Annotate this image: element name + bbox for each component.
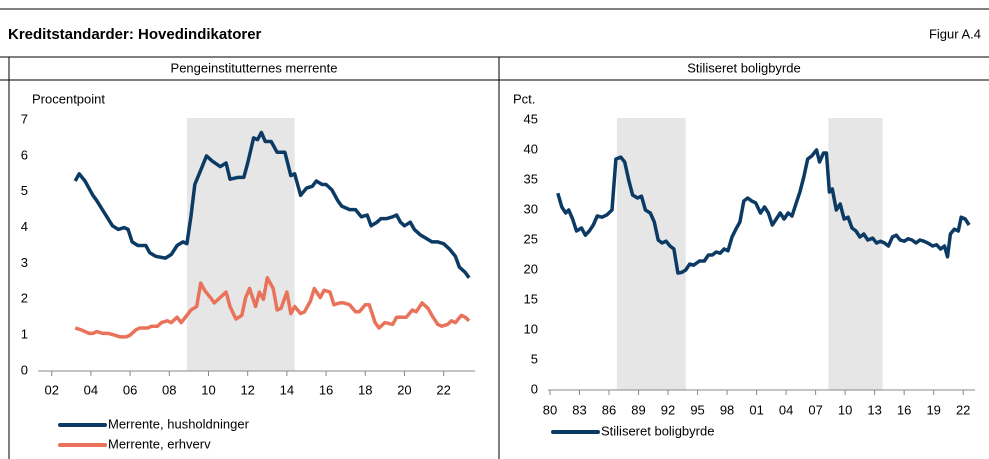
- shaded-period: [186, 118, 295, 371]
- x-tick-label: 19: [926, 402, 940, 417]
- y-tick-label: 0: [531, 381, 538, 396]
- x-tick-label: 06: [123, 382, 137, 397]
- x-tick-label: 18: [358, 382, 372, 397]
- y-tick-label: 7: [21, 111, 28, 126]
- x-tick-label: 16: [897, 402, 911, 417]
- y-tick-label: 25: [524, 231, 538, 246]
- y-tick-label: 5: [531, 351, 538, 366]
- y-tick-label: 3: [21, 255, 28, 270]
- legend-label: Merrente, erhverv: [108, 436, 211, 451]
- panel-title: Pengeinstitutternes merrente: [171, 60, 338, 75]
- x-tick-label: 80: [543, 402, 557, 417]
- x-tick-label: 20: [397, 382, 411, 397]
- x-tick-label: 08: [162, 382, 176, 397]
- x-tick-label: 22: [436, 382, 450, 397]
- y-axis-label: Procentpoint: [32, 91, 105, 106]
- y-tick-label: 45: [524, 111, 538, 126]
- x-tick-label: 14: [280, 382, 294, 397]
- series-line: [73, 130, 471, 279]
- y-axis-label: Pct.: [513, 91, 535, 106]
- legend-label: Stiliseret boligbyrde: [601, 423, 714, 438]
- x-tick-label: 89: [631, 402, 645, 417]
- y-tick-label: 4: [21, 219, 28, 234]
- x-tick-label: 01: [749, 402, 763, 417]
- x-tick-label: 04: [84, 382, 98, 397]
- y-tick-label: 10: [524, 321, 538, 336]
- shaded-period: [828, 118, 883, 390]
- x-tick-label: 10: [838, 402, 852, 417]
- x-tick-label: 86: [602, 402, 616, 417]
- x-tick-label: 07: [808, 402, 822, 417]
- x-tick-label: 13: [867, 402, 881, 417]
- series-line: [74, 276, 471, 339]
- figure-title: Kreditstandarder: Hovedindikatorer: [8, 26, 262, 43]
- x-tick-label: 10: [201, 382, 215, 397]
- figure-number: Figur A.4: [929, 26, 981, 41]
- legend-label: Merrente, husholdninger: [108, 416, 250, 431]
- series-line: [556, 148, 971, 275]
- x-tick-label: 83: [572, 402, 586, 417]
- x-tick-label: 92: [661, 402, 675, 417]
- x-tick-label: 95: [690, 402, 704, 417]
- x-tick-label: 22: [956, 402, 970, 417]
- y-tick-label: 5: [21, 183, 28, 198]
- y-tick-label: 35: [524, 171, 538, 186]
- x-tick-label: 98: [720, 402, 734, 417]
- y-tick-label: 0: [21, 362, 28, 377]
- y-tick-label: 6: [21, 147, 28, 162]
- y-tick-label: 15: [524, 291, 538, 306]
- y-tick-label: 20: [524, 261, 538, 276]
- y-tick-label: 2: [21, 291, 28, 306]
- x-tick-label: 02: [44, 382, 58, 397]
- x-tick-label: 12: [240, 382, 254, 397]
- y-tick-label: 40: [524, 141, 538, 156]
- x-tick-label: 04: [779, 402, 793, 417]
- y-tick-label: 30: [524, 201, 538, 216]
- y-tick-label: 1: [21, 327, 28, 342]
- panel-title: Stiliseret boligbyrde: [687, 60, 800, 75]
- x-tick-label: 16: [319, 382, 333, 397]
